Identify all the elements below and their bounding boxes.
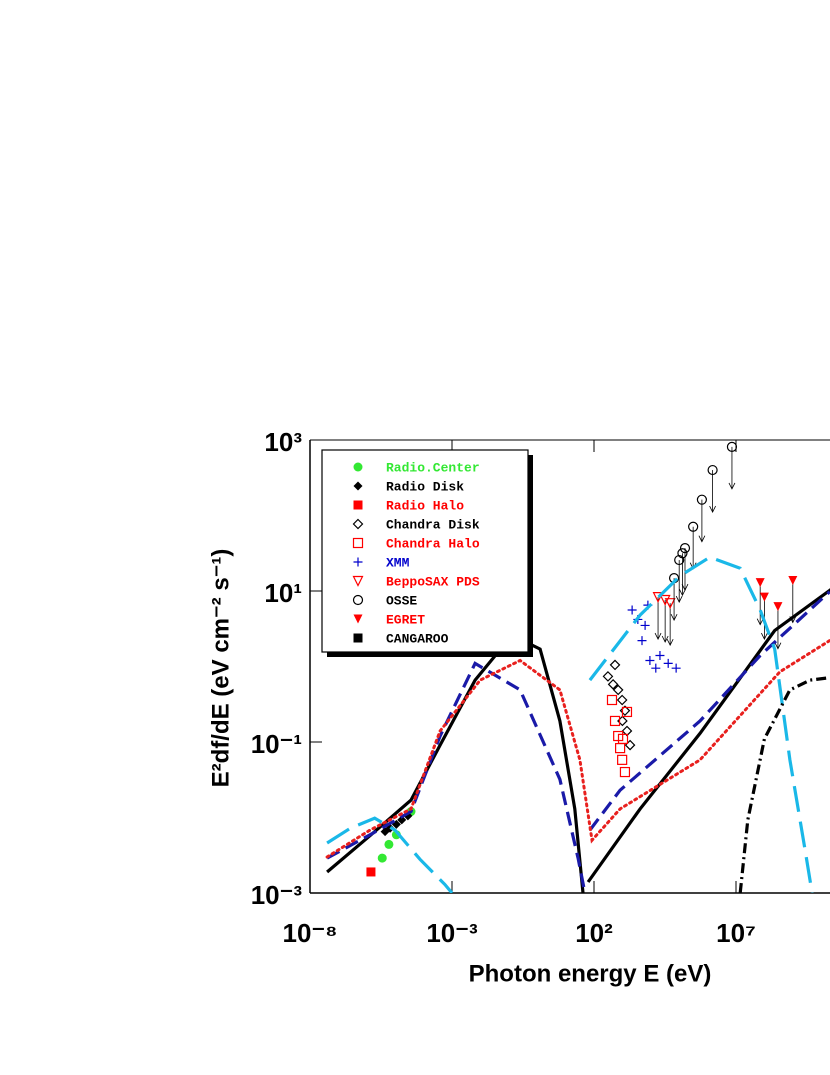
upper-limit-arrowhead [679, 589, 686, 597]
data-point [609, 715, 621, 727]
y-tick-label: 10⁻³ [251, 880, 303, 910]
data-point [377, 853, 387, 863]
data-point [607, 679, 619, 690]
data-point [663, 658, 673, 668]
data-point [696, 494, 708, 505]
legend-symbol [353, 500, 363, 510]
data-point [755, 578, 765, 588]
legend-symbol [353, 481, 363, 491]
y-tick-label: 10⁻¹ [251, 729, 302, 759]
data-point [640, 620, 650, 630]
legend-symbol [352, 594, 364, 606]
data-point [645, 656, 655, 666]
legend-symbol [353, 462, 363, 472]
y-tick-label: 10¹ [264, 578, 302, 608]
upper-limit-arrowhead [709, 505, 716, 513]
data-point [617, 754, 628, 765]
data-point [602, 671, 614, 682]
data-point [615, 743, 626, 754]
legend-label: Chandra Halo [386, 536, 480, 551]
x-tick-label: 10⁻⁸ [283, 918, 338, 948]
y-tick-label: 10³ [264, 427, 302, 457]
data-point [616, 694, 628, 706]
data-point [621, 706, 633, 718]
data-point [707, 464, 718, 476]
legend-label: Radio Halo [386, 498, 464, 513]
legend-symbol [352, 518, 364, 530]
data-point [677, 548, 688, 559]
data-point [627, 605, 637, 615]
upper-limit-arrowhead [666, 638, 674, 647]
x-tick-label: 10⁷ [716, 918, 756, 948]
legend-symbol [353, 614, 363, 624]
upper-limit-arrowhead [756, 618, 764, 626]
legend-label: Chandra Disk [386, 517, 480, 532]
data-point [612, 684, 624, 696]
data-point [651, 663, 661, 673]
upper-limit-arrowhead [698, 535, 706, 543]
legend-symbol [352, 537, 364, 549]
data-point [609, 659, 621, 671]
legend-label: BeppoSAX PDS [386, 574, 480, 589]
data-point [637, 636, 647, 646]
data-point [606, 694, 618, 706]
data-point [679, 543, 691, 554]
data-point [397, 815, 407, 825]
x-tick-label: 10⁻³ [426, 918, 478, 948]
upper-limit-arrowhead [761, 632, 768, 641]
data-point [759, 592, 769, 602]
curve [326, 590, 830, 893]
x-axis-label: Photon energy E (eV) [469, 960, 712, 987]
curve [738, 676, 830, 893]
data-point [384, 839, 394, 849]
upper-limit-arrowhead [681, 583, 689, 591]
curve [326, 588, 830, 893]
upper-limit-arrowhead [654, 632, 662, 641]
upper-limit-arrowhead [670, 613, 678, 622]
y-axis-label: E²df/dE (eV cm⁻² s⁻¹) [207, 549, 234, 788]
data-point [659, 594, 671, 606]
data-point [655, 650, 665, 660]
data-point [773, 602, 783, 612]
data-point [674, 554, 685, 566]
legend-label: XMM [386, 555, 410, 570]
plot-area [325, 441, 830, 893]
data-point [617, 733, 629, 744]
curve [326, 555, 814, 893]
data-point [671, 663, 681, 673]
legend-symbol [352, 575, 364, 587]
legend-label: EGRET [386, 612, 425, 627]
upper-limit-arrowhead [728, 482, 736, 490]
data-point [726, 441, 738, 453]
legend-label: OSSE [386, 593, 417, 608]
data-point [619, 766, 631, 778]
legend-label: Radio Disk [386, 479, 464, 494]
legend-symbol [353, 633, 363, 643]
upper-limit-arrowhead [774, 642, 782, 650]
legend-label: CANGAROO [386, 631, 449, 646]
upper-limit-arrowhead [675, 595, 683, 603]
data-point [688, 521, 699, 532]
upper-limit-arrowhead [661, 635, 669, 643]
data-point [664, 598, 676, 610]
curve [325, 639, 830, 859]
data-point [366, 867, 376, 877]
data-point [788, 575, 798, 585]
x-tick-label: 10² [575, 918, 613, 948]
legend-label: Radio.Center [386, 460, 480, 475]
legend-symbol [353, 557, 363, 567]
